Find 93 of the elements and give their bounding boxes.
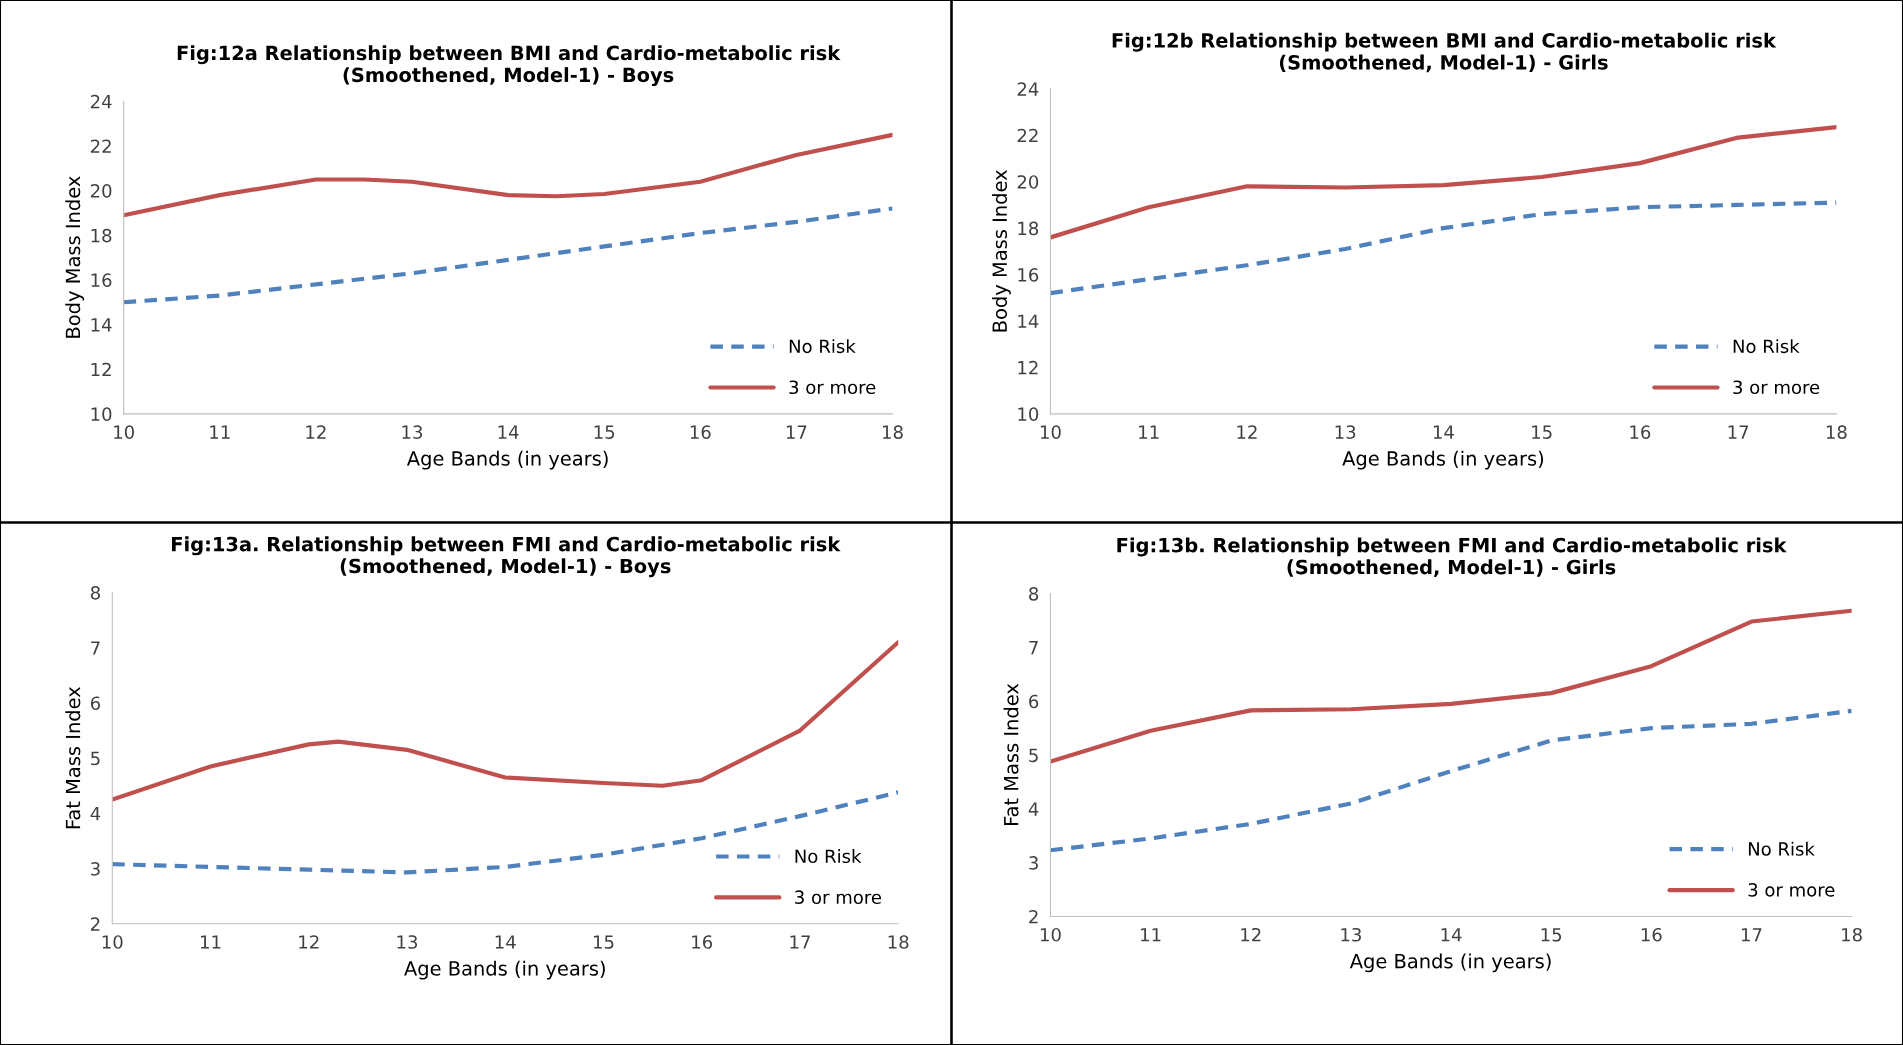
y-tick-label: 24	[90, 94, 112, 109]
y-tick-label: 3	[91, 862, 100, 876]
y-tick-label: 6	[1029, 694, 1039, 709]
legend-label: No Risk	[1748, 841, 1815, 856]
y-tick-label: 20	[1017, 175, 1039, 189]
line-series	[1050, 608, 1852, 764]
y-tick-label: 5	[1029, 748, 1038, 763]
x-tick-label: 17	[1728, 425, 1749, 439]
x-tick-label: 18	[883, 425, 903, 439]
x-axis-title: Age Bands (in years)	[404, 960, 605, 980]
x-tick-label: 14	[495, 935, 516, 949]
line-series	[123, 206, 893, 305]
x-tick-label: 13	[1335, 425, 1356, 439]
y-tick-label: 16	[1018, 268, 1039, 282]
y-tick-label: 2	[91, 917, 100, 931]
y-axis-title: Body Mass Index	[65, 176, 85, 338]
x-tick-label: 16	[1630, 425, 1651, 439]
y-tick-label: 18	[91, 228, 112, 243]
y-tick-label: 7	[1029, 641, 1038, 655]
x-tick-label: 11	[201, 935, 221, 949]
line-series	[112, 790, 899, 875]
legend-label: 3 or more	[1748, 883, 1835, 897]
x-tick-label: 16	[1641, 927, 1662, 942]
legend-label: No Risk	[795, 849, 862, 864]
line-series	[123, 132, 893, 218]
x-tick-label: 17	[1741, 928, 1762, 942]
x-tick-label: 18	[1842, 927, 1862, 942]
x-tick-label: 17	[786, 425, 807, 439]
x-tick-label: 10	[1040, 425, 1061, 439]
x-tick-label: 15	[594, 425, 615, 439]
x-tick-label: 11	[1139, 425, 1159, 439]
y-tick-label: 4	[90, 807, 101, 821]
x-tick-label: 10	[114, 425, 134, 439]
x-axis-title: Age Bands (in years)	[406, 450, 608, 470]
y-tick-label: 4	[1028, 802, 1039, 816]
x-tick-label: 15	[1541, 928, 1562, 942]
y-tick-label: 14	[1018, 314, 1039, 328]
x-tick-label: 17	[790, 935, 810, 949]
chart-title: Fig:12a Relationship between BMI and Cardio-metabolic risk (Smoothened, Model-1) - Boys	[177, 45, 841, 87]
y-tick-label: 14	[91, 318, 112, 332]
x-tick-label: 12	[299, 935, 319, 949]
y-tick-label: 8	[90, 585, 100, 600]
y-tick-label: 16	[91, 273, 112, 288]
y-axis-title: Body Mass Index	[992, 170, 1011, 332]
legend-label: 3 or more	[1733, 380, 1820, 395]
y-tick-label: 18	[1018, 221, 1039, 236]
y-tick-label: 6	[90, 696, 101, 711]
x-tick-label: 18	[888, 935, 909, 949]
y-tick-label: 10	[1018, 407, 1039, 421]
y-tick-label: 8	[1029, 587, 1039, 601]
chart-title: Fig:13b. Relationship between FMI and Cardio-metabolic risk (Smoothened, Model-1) - Girls	[1117, 537, 1787, 577]
legend-label: No Risk	[1733, 339, 1800, 354]
x-tick-label: 15	[1532, 425, 1552, 439]
chart-title: Fig:13a. Relationship between FMI and Cardio-metabolic risk (Smoothened, Model-1) - Boys	[172, 536, 841, 578]
x-tick-label: 11	[210, 425, 230, 439]
x-tick-label: 16	[692, 935, 713, 949]
y-axis-title: Fat Mass Index	[65, 686, 81, 829]
x-tick-label: 18	[1826, 425, 1847, 439]
x-tick-label: 10	[102, 935, 123, 949]
x-tick-label: 14	[1433, 425, 1454, 439]
y-tick-label: 22	[90, 139, 111, 153]
x-tick-label: 14	[1441, 928, 1462, 942]
y-tick-label: 5	[91, 751, 100, 766]
x-tick-label: 12	[1237, 425, 1257, 439]
x-tick-label: 15	[593, 935, 614, 949]
line-series	[1050, 125, 1837, 240]
x-tick-label: 11	[1141, 928, 1161, 942]
x-axis-title: Age Bands (in years)	[1342, 450, 1544, 470]
y-tick-label: 7	[91, 641, 100, 655]
legend-label: 3 or more	[789, 380, 876, 395]
y-tick-label: 3	[1029, 856, 1038, 870]
x-tick-label: 13	[397, 935, 418, 949]
y-tick-label: 10	[91, 407, 112, 421]
y-tick-label: 20	[90, 184, 112, 198]
x-tick-label: 12	[306, 425, 326, 439]
chart-title: Fig:12b Relationship between BMI and Cardio-metabolic risk (Smoothened, Model-1) - Girls	[1112, 32, 1777, 73]
y-tick-label: 24	[1017, 82, 1039, 96]
x-tick-label: 16	[690, 425, 711, 439]
x-tick-label: 10	[1040, 927, 1061, 942]
line-series	[112, 640, 899, 802]
x-tick-label: 13	[402, 425, 423, 439]
legend-label: No Risk	[789, 339, 856, 354]
line-series	[1050, 200, 1837, 296]
y-axis-title: Fat Mass Index	[1003, 683, 1019, 825]
legend-label: 3 or more	[795, 890, 882, 905]
y-tick-label: 2	[1029, 909, 1038, 924]
y-tick-label: 22	[1017, 128, 1038, 143]
x-tick-label: 12	[1241, 927, 1261, 942]
y-tick-label: 12	[1018, 360, 1038, 375]
x-tick-label: 13	[1341, 927, 1361, 942]
x-tick-label: 14	[498, 425, 519, 439]
x-axis-title: Age Bands (in years)	[1349, 953, 1551, 973]
y-tick-label: 12	[91, 362, 111, 377]
